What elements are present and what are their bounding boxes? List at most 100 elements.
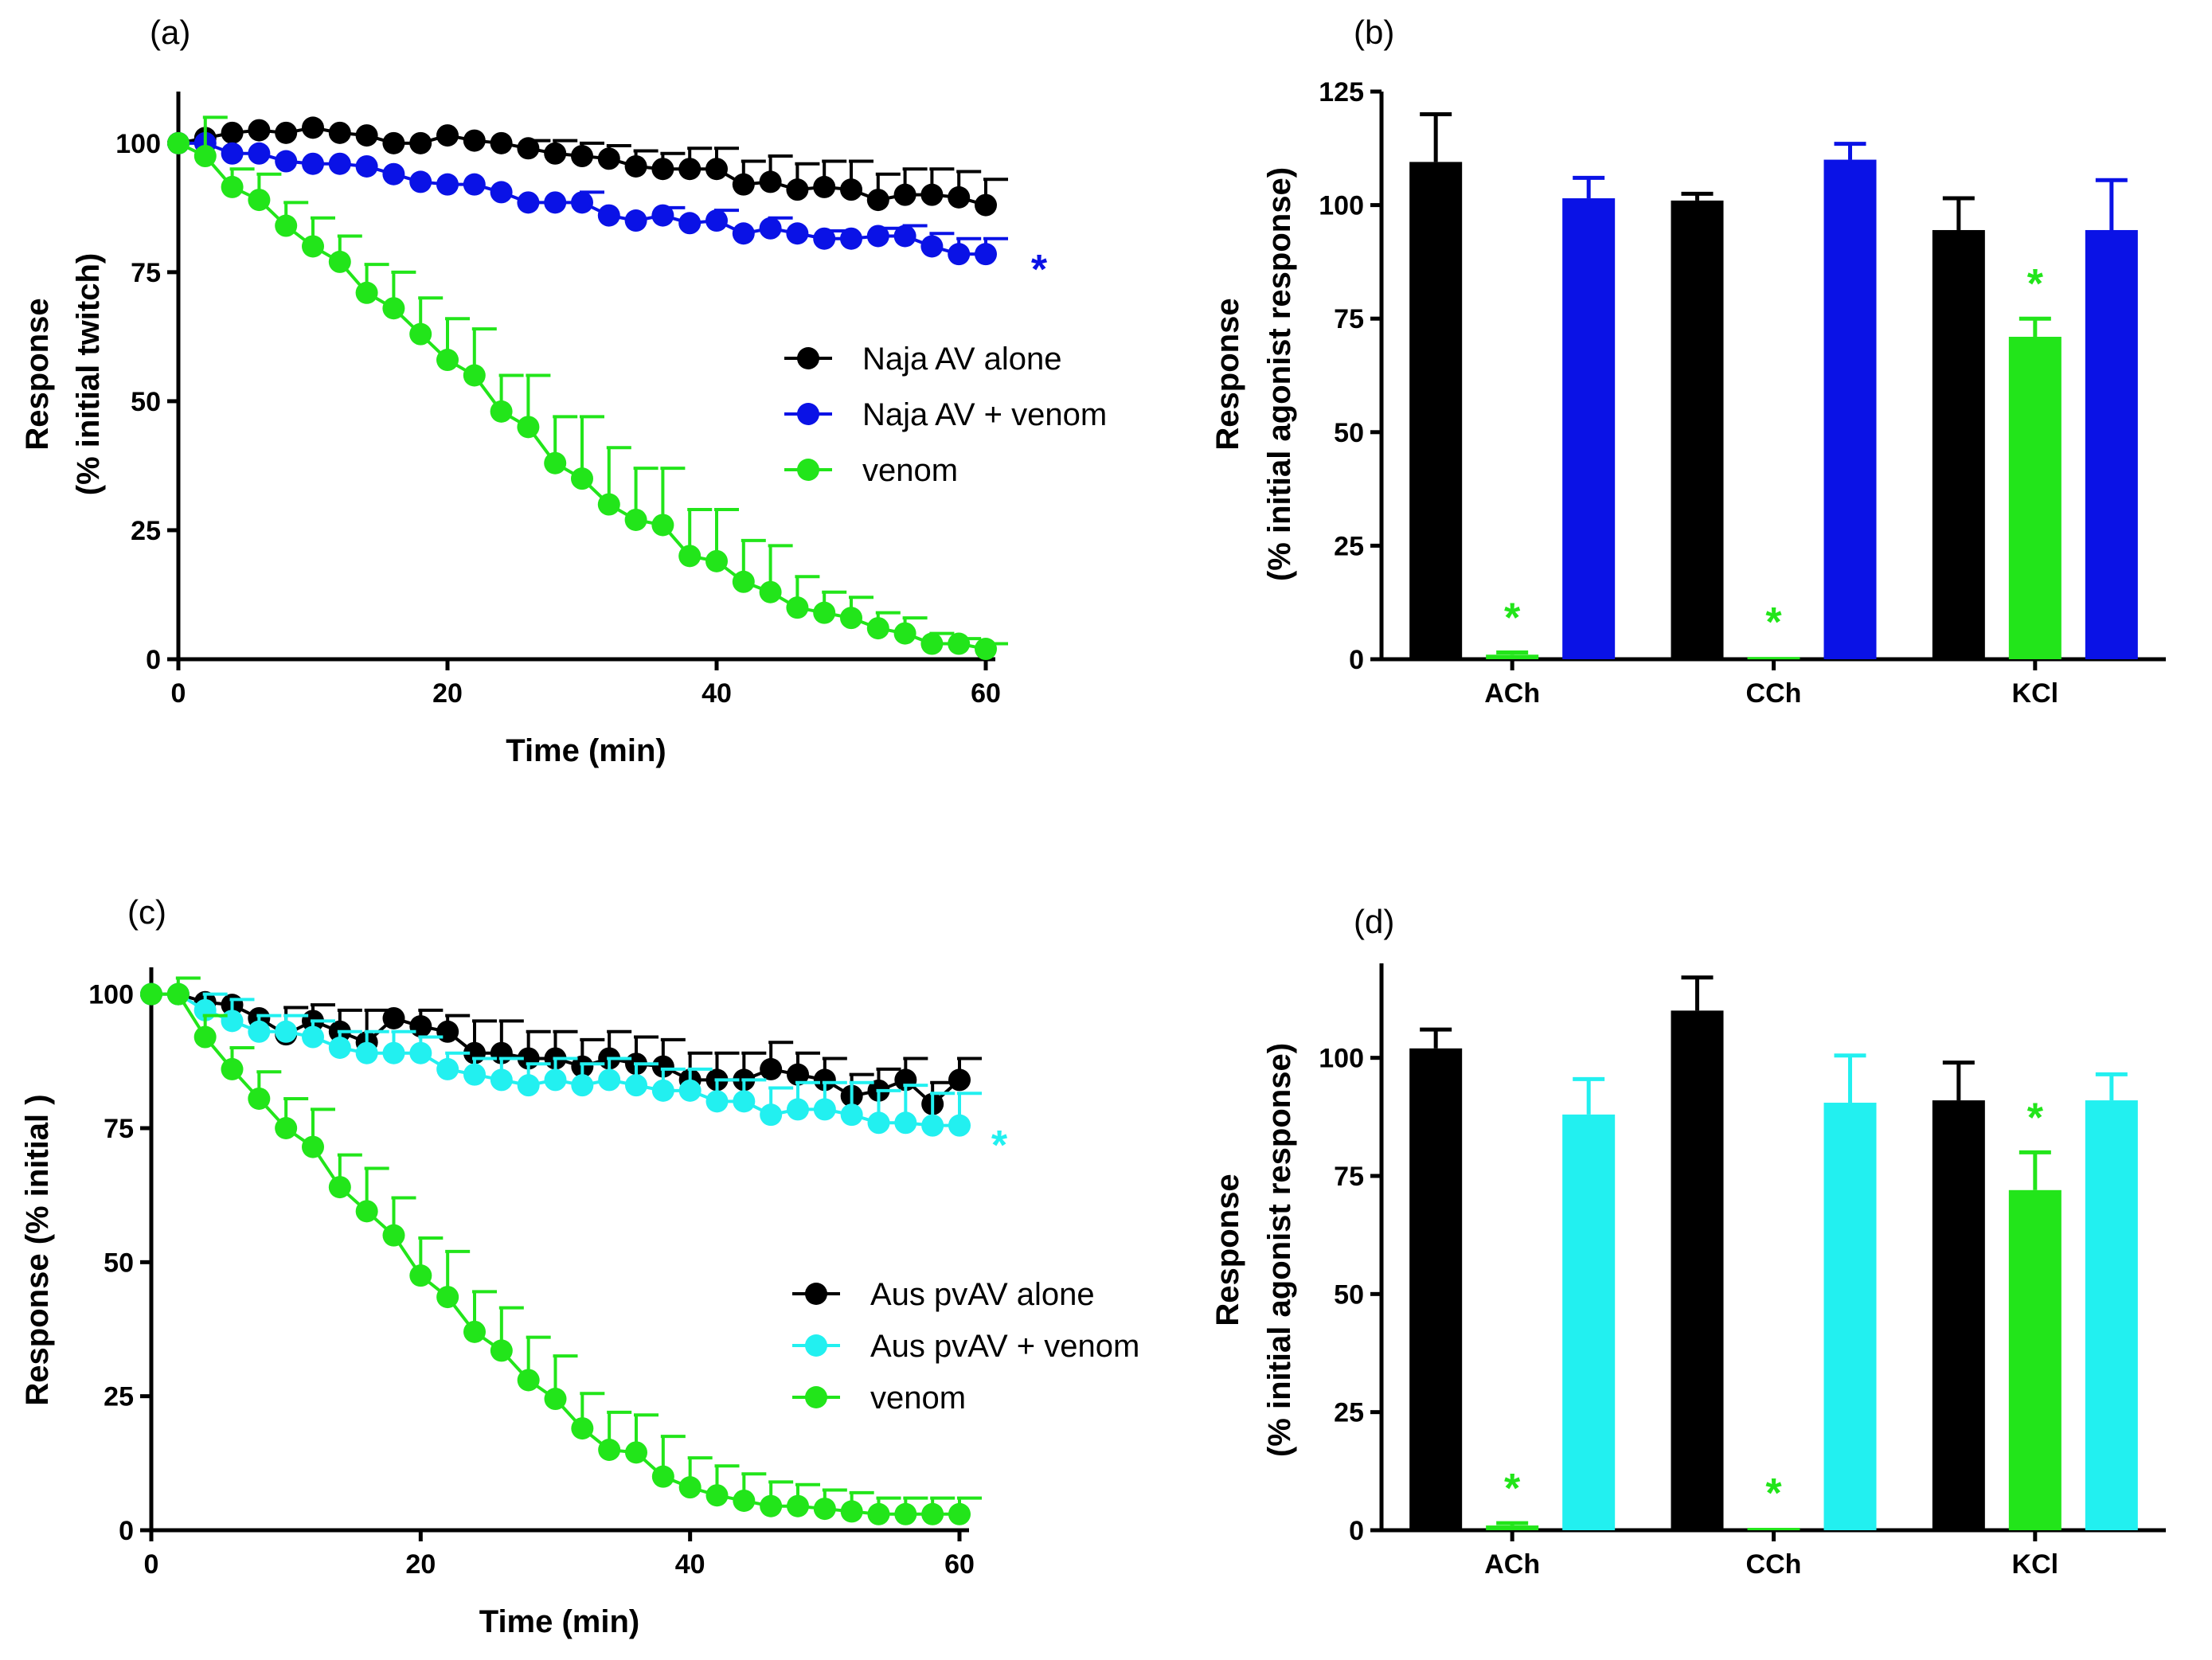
data-point bbox=[275, 214, 298, 237]
data-point bbox=[517, 1074, 540, 1097]
data-point bbox=[705, 549, 728, 572]
data-point bbox=[517, 137, 540, 160]
data-point bbox=[571, 1417, 594, 1440]
data-point bbox=[759, 217, 782, 240]
data-point bbox=[248, 142, 271, 165]
y-tick-label: 25 bbox=[1334, 1398, 1364, 1428]
data-point bbox=[948, 243, 971, 266]
data-point bbox=[866, 617, 889, 640]
data-point bbox=[409, 1041, 432, 1064]
data-point bbox=[813, 175, 836, 198]
data-point bbox=[382, 131, 405, 154]
data-point bbox=[678, 1079, 702, 1102]
bar-ach-2 bbox=[1562, 1076, 1616, 1530]
data-point bbox=[355, 154, 378, 178]
bar bbox=[2085, 229, 2138, 659]
data-point bbox=[167, 131, 190, 154]
y-tick-label: 75 bbox=[131, 258, 161, 288]
data-point bbox=[894, 1111, 917, 1135]
data-point bbox=[382, 162, 405, 186]
data-point bbox=[328, 121, 351, 144]
y-tick-label: 75 bbox=[1334, 1162, 1364, 1192]
data-point bbox=[517, 191, 540, 214]
x-tick-label: 40 bbox=[702, 678, 732, 709]
y-tick-label: 100 bbox=[88, 980, 134, 1010]
bar-ach-2 bbox=[1562, 175, 1616, 659]
data-point bbox=[436, 1057, 459, 1080]
y-tick-label: 50 bbox=[131, 387, 161, 417]
legend-label: Naja AV alone bbox=[862, 342, 1062, 377]
data-point bbox=[436, 1286, 459, 1309]
data-point bbox=[651, 158, 674, 181]
data-point bbox=[544, 451, 567, 475]
data-point bbox=[490, 181, 513, 204]
data-point bbox=[624, 154, 647, 178]
data-point bbox=[867, 1502, 890, 1525]
data-point bbox=[624, 209, 647, 232]
legend: Naja AV alone Naja AV + venom venom bbox=[784, 342, 1107, 488]
panel-label: (b) bbox=[1354, 14, 1394, 51]
data-point bbox=[382, 1224, 405, 1247]
data-point bbox=[787, 1098, 809, 1121]
x-tick-label: 60 bbox=[971, 678, 1001, 709]
y-tick-label: 50 bbox=[1334, 418, 1364, 448]
data-point bbox=[248, 189, 271, 212]
data-point bbox=[705, 1090, 729, 1113]
data-point bbox=[598, 1439, 621, 1461]
bar-kcl-2 bbox=[2085, 1072, 2138, 1530]
bar bbox=[1562, 198, 1616, 659]
x-tick-label: 20 bbox=[405, 1549, 436, 1580]
data-point bbox=[786, 222, 809, 245]
data-point bbox=[678, 1476, 702, 1499]
line-chart-2: 0 20 40 60 Time (min) 0 25 50 75 100 Response (% i… bbox=[20, 893, 1139, 1639]
bar bbox=[1671, 1010, 1724, 1530]
y-axis-title: Response bbox=[1210, 298, 1245, 450]
data-point bbox=[463, 1063, 486, 1086]
legend-marker bbox=[805, 1334, 827, 1357]
bar-ach-1 bbox=[1486, 650, 1539, 659]
bar-cch-0 bbox=[1671, 191, 1724, 659]
data-point bbox=[787, 1494, 809, 1517]
data-point bbox=[302, 1135, 324, 1158]
x-tick-label: 60 bbox=[944, 1549, 975, 1580]
bar-cch-2 bbox=[1823, 142, 1877, 659]
data-point bbox=[221, 142, 244, 165]
y-tick-label: 25 bbox=[1334, 531, 1364, 561]
data-point bbox=[866, 189, 889, 212]
data-point bbox=[894, 1502, 917, 1525]
data-point bbox=[733, 1489, 756, 1512]
bar bbox=[2008, 337, 2062, 659]
data-point bbox=[544, 191, 567, 214]
bar-kcl-2 bbox=[2085, 178, 2138, 659]
data-point bbox=[867, 1111, 890, 1135]
data-point bbox=[382, 297, 405, 320]
data-point bbox=[275, 1117, 298, 1139]
data-point bbox=[948, 1068, 971, 1092]
data-point bbox=[893, 622, 916, 645]
data-point bbox=[436, 173, 459, 196]
y-axis-title: (% initial agonist response) bbox=[1262, 1043, 1297, 1457]
data-point bbox=[275, 1020, 298, 1043]
data-point bbox=[490, 400, 513, 423]
series-line bbox=[178, 142, 987, 651]
x-tick-label: KCl bbox=[2012, 678, 2059, 709]
y-tick-label: 75 bbox=[1334, 304, 1364, 334]
y-tick-label: 125 bbox=[1319, 77, 1364, 107]
data-point bbox=[463, 129, 486, 152]
data-point bbox=[678, 545, 702, 568]
data-point bbox=[760, 1057, 783, 1080]
data-point bbox=[678, 212, 702, 235]
legend-label: venom bbox=[870, 1381, 966, 1416]
significance-marker: * bbox=[1765, 600, 1782, 646]
data-point bbox=[705, 1484, 729, 1507]
data-point bbox=[355, 124, 378, 147]
bar bbox=[1823, 1103, 1877, 1530]
y-tick-label: 0 bbox=[1349, 1516, 1364, 1546]
data-point bbox=[544, 1388, 567, 1411]
data-point bbox=[597, 204, 620, 227]
data-point bbox=[275, 150, 298, 173]
data-point bbox=[813, 601, 836, 624]
bar bbox=[1932, 1100, 1985, 1530]
bar bbox=[2008, 1189, 2062, 1530]
panel-label: (d) bbox=[1354, 903, 1394, 940]
